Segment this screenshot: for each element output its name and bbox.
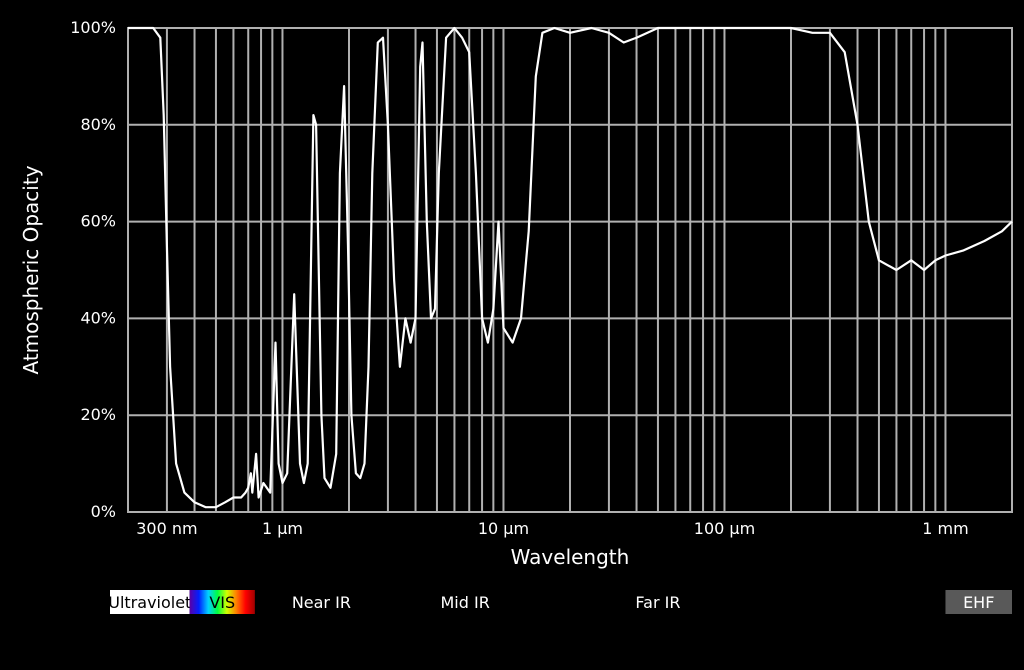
y-tick-label: 60% (80, 212, 116, 231)
x-tick-label: 300 nm (136, 519, 197, 538)
y-tick-label: 100% (70, 18, 116, 37)
x-axis-label: Wavelength (511, 545, 630, 569)
x-tick-label: 10 µm (478, 519, 529, 538)
band-label: Far IR (635, 593, 680, 612)
y-tick-label: 40% (80, 308, 116, 327)
band-label: Ultraviolet (108, 593, 191, 612)
x-tick-label: 1 mm (922, 519, 968, 538)
y-tick-label: 20% (80, 405, 116, 424)
y-tick-label: 80% (80, 115, 116, 134)
y-tick-label: 0% (91, 502, 116, 521)
y-axis-label: Atmospheric Opacity (19, 165, 43, 374)
opacity-chart: 0% 20% 40% 60% 80% 100% 1 µm 10 µm 100 µm 1 mm 300… (0, 0, 1024, 670)
band-label: VIS (209, 593, 235, 612)
band-label: Mid IR (440, 593, 489, 612)
x-tick-label: 1 µm (262, 519, 303, 538)
x-tick-label: 100 µm (694, 519, 755, 538)
band-label: Near IR (292, 593, 351, 612)
band-label: EHF (963, 593, 994, 612)
gridlines (128, 28, 1012, 512)
